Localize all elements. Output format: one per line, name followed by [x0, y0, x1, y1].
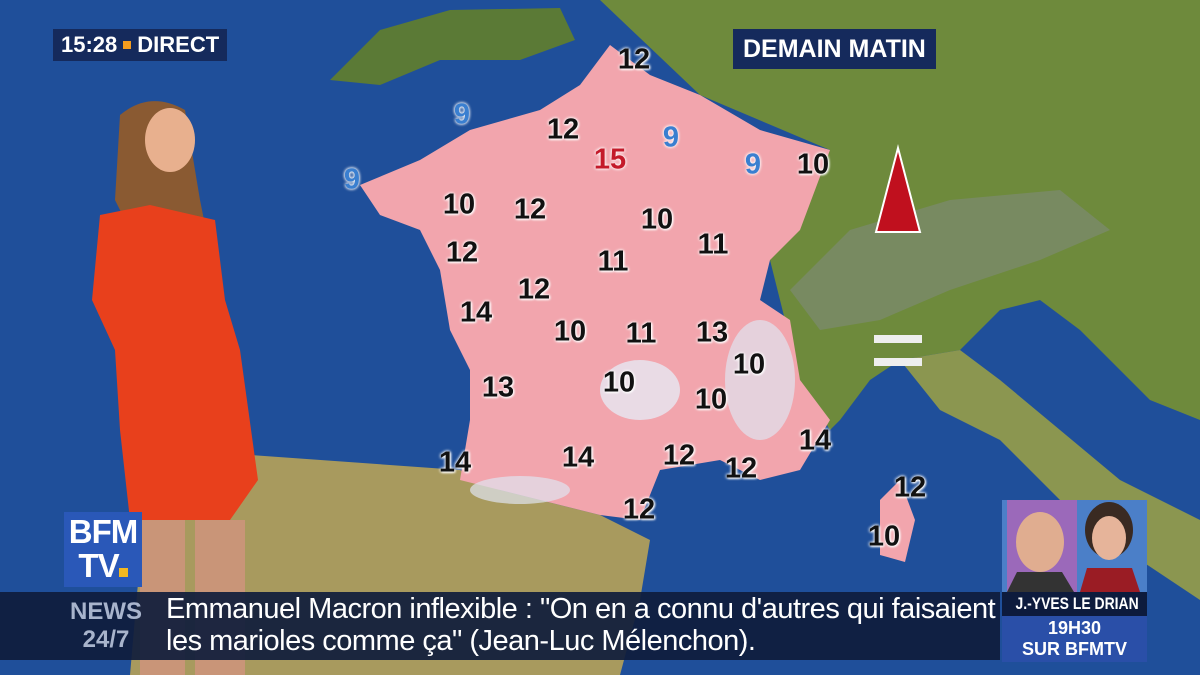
temperature-label: 9 [343, 163, 361, 196]
live-dot-icon [123, 41, 132, 49]
news-ticker [0, 592, 1000, 660]
temperature-label: 10 [867, 520, 901, 553]
temperature-label: 14 [459, 296, 493, 329]
clock-badge: 15:28 DIRECT [53, 29, 228, 61]
temperature-label: 11 [697, 228, 729, 261]
red-triangle-icon [874, 144, 922, 233]
temperature-label: 10 [694, 383, 728, 416]
logo-line1: BFM [68, 513, 138, 550]
temperature-label: 9 [744, 148, 762, 181]
temperature-label: 12 [517, 273, 551, 306]
alps [790, 190, 1110, 330]
land-england [330, 8, 575, 85]
temperature-label: 10 [640, 203, 674, 236]
news-label-top: NEWS [70, 598, 142, 625]
temperature-label: 10 [602, 366, 636, 399]
guest-name-bar: J.-YVES LE DRIAN [1002, 592, 1147, 616]
temperature-label: 12 [893, 471, 927, 504]
france [360, 45, 830, 520]
temperature-label: 12 [724, 452, 758, 485]
news-label-bottom: 24/7 [82, 626, 130, 653]
corsica [880, 480, 915, 562]
temperature-label: 9 [662, 121, 680, 154]
guest-photos [1002, 500, 1147, 592]
temperature-label: 15 [593, 143, 627, 176]
temperature-label: 10 [732, 348, 766, 381]
logo-line2: TV [78, 547, 119, 584]
news-label: NEWS 24/7 [70, 598, 142, 654]
clock-time: 15:28 [61, 32, 118, 57]
temperature-label: 10 [442, 188, 476, 221]
temperature-label: 9 [453, 98, 471, 131]
map-title: DEMAIN MATIN [733, 29, 936, 69]
guest-name: J.-YVES LE DRIAN [1015, 594, 1139, 613]
program-time: 19H30 SUR BFMTV [1002, 616, 1147, 662]
temperature-label: 12 [513, 193, 547, 226]
temperature-label: 10 [553, 315, 587, 348]
temperature-label: 14 [798, 424, 832, 457]
temperature-label: 12 [622, 493, 656, 526]
temperature-label: 11 [625, 317, 657, 350]
program-hour: 19H30 [1047, 618, 1102, 638]
temperature-label: 12 [662, 439, 696, 472]
temperature-label: 10 [796, 148, 830, 181]
temperature-label: 14 [438, 446, 472, 479]
logo-dot-icon [118, 568, 128, 577]
equal-sign-icon [874, 335, 922, 366]
temperature-label: 12 [445, 236, 479, 269]
temperature-label: 12 [546, 113, 580, 146]
temperature-label: 11 [597, 245, 629, 278]
program-channel: SUR BFMTV [1022, 639, 1127, 659]
temperature-label: 14 [561, 441, 595, 474]
program-promo: J.-YVES LE DRIAN 19H30 SUR BFMTV [1002, 500, 1147, 662]
bfmtv-logo: BFM TV [64, 512, 142, 587]
ticker-headline: Emmanuel Macron inflexible : "On en a co… [166, 593, 996, 657]
temperature-label: 12 [617, 43, 651, 76]
live-label: DIRECT [137, 32, 220, 57]
temperature-label: 13 [695, 316, 729, 349]
temperature-label: 13 [481, 371, 515, 404]
